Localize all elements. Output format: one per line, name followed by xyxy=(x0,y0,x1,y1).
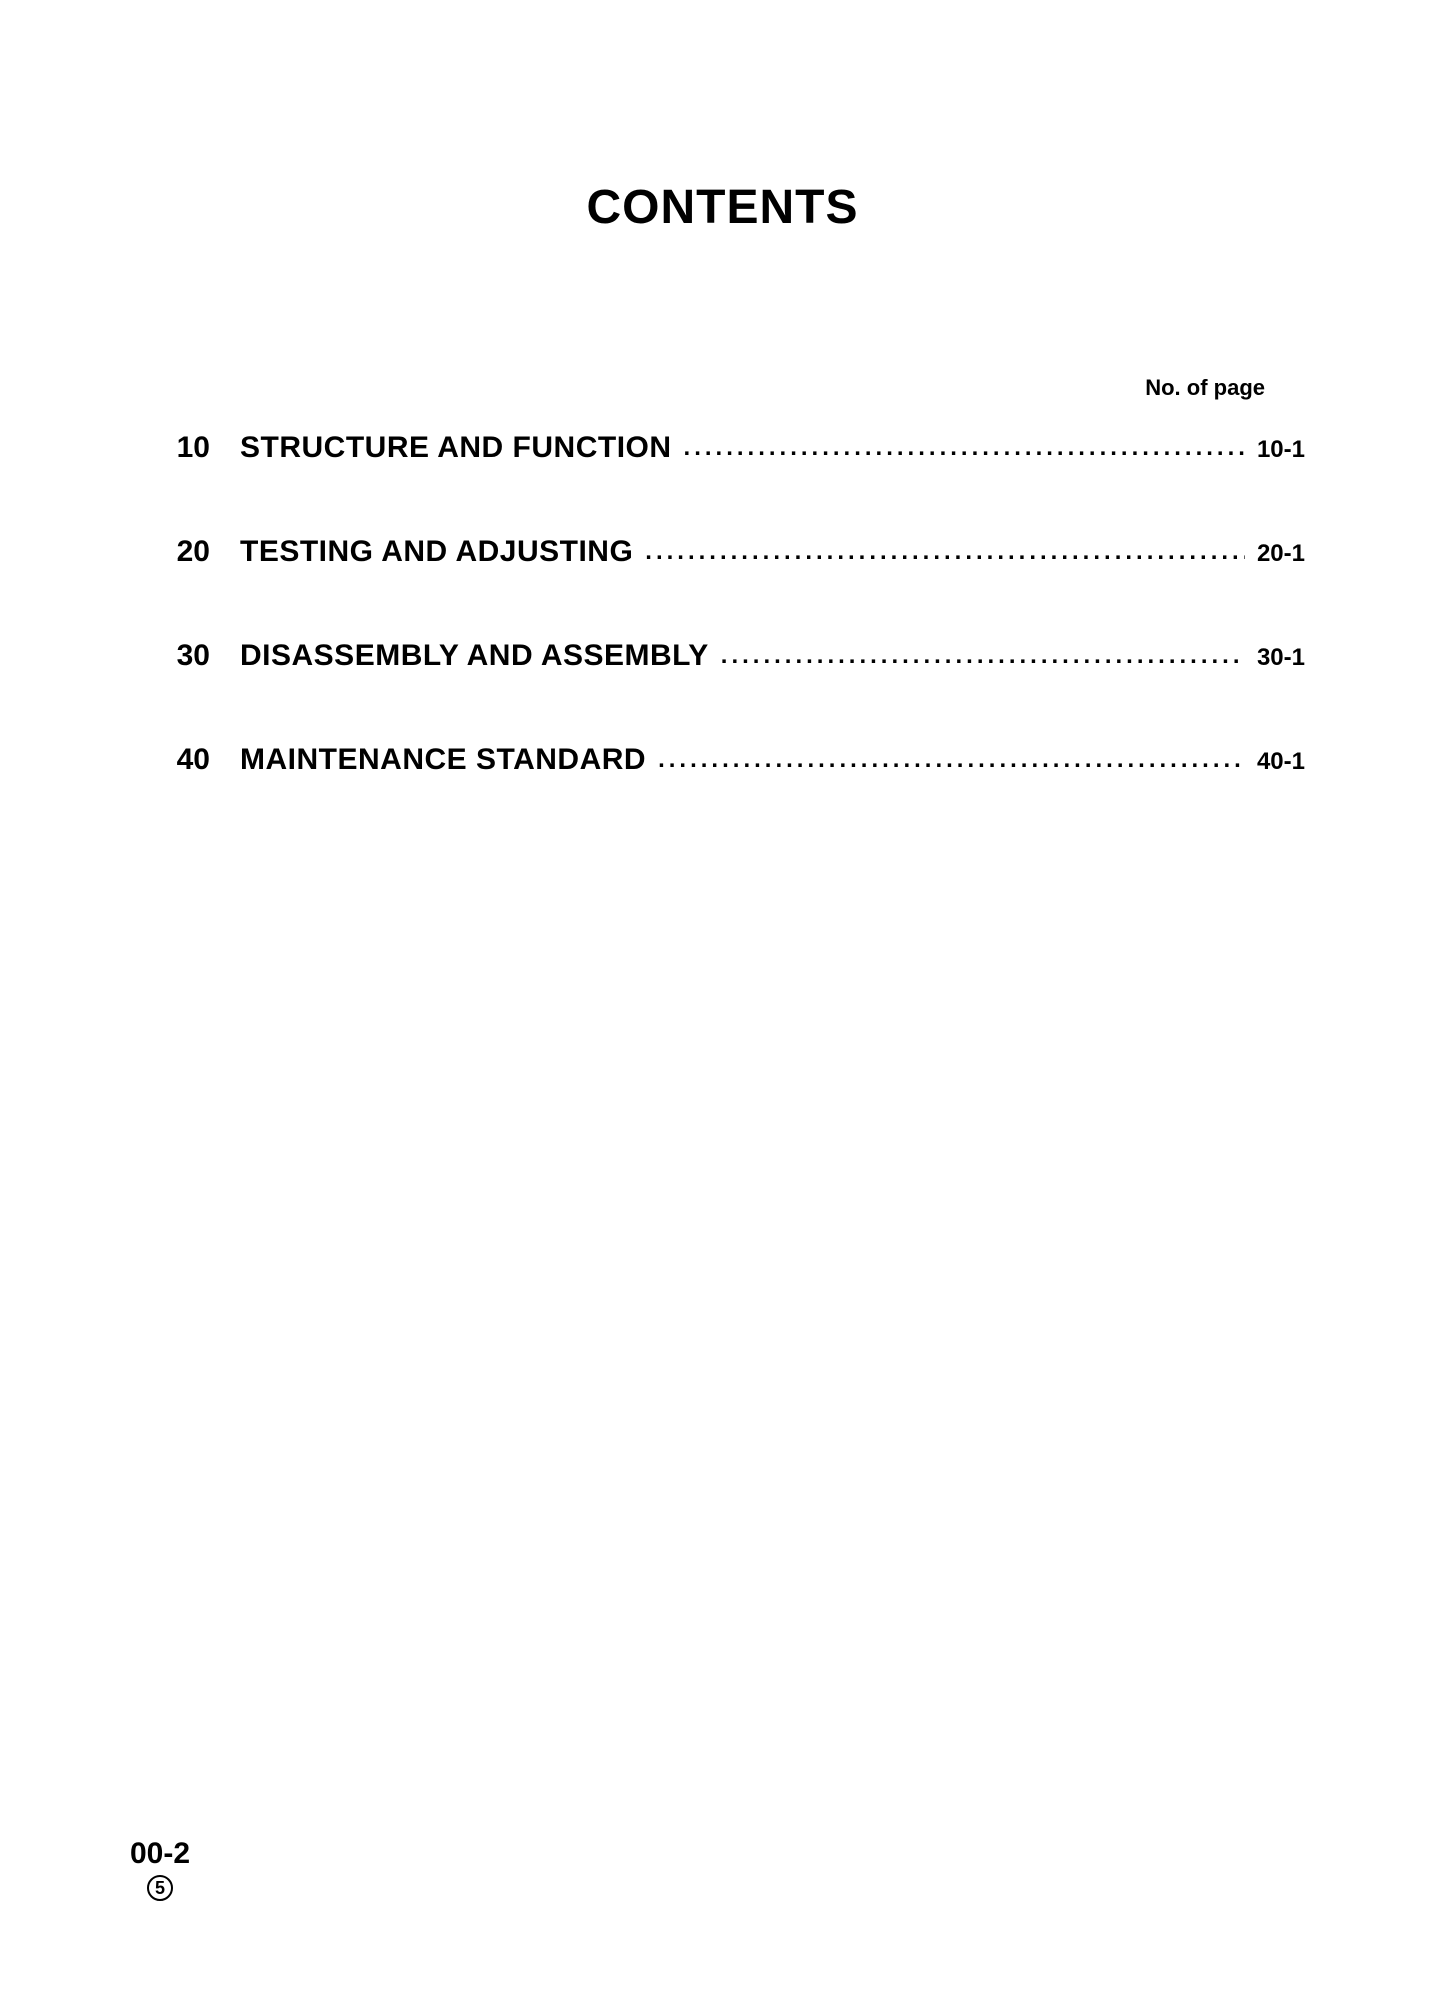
entry-number: 30 xyxy=(140,639,210,673)
page-footer: 00-2 5 xyxy=(130,1837,190,1901)
contents-title: CONTENTS xyxy=(140,180,1305,235)
toc-entry: 10 STRUCTURE AND FUNCTION 10-1 xyxy=(140,431,1305,465)
entry-number: 10 xyxy=(140,431,210,465)
toc-entry: 40 MAINTENANCE STANDARD 40-1 xyxy=(140,743,1305,777)
toc-entry: 30 DISASSEMBLY AND ASSEMBLY 30-1 xyxy=(140,639,1305,673)
entry-title: DISASSEMBLY AND ASSEMBLY xyxy=(240,639,709,673)
document-page: CONTENTS No. of page 10 STRUCTURE AND FU… xyxy=(0,0,1445,2011)
entry-number: 40 xyxy=(140,743,210,777)
leader-dots xyxy=(658,746,1245,774)
entry-page: 40-1 xyxy=(1257,748,1305,776)
footer-mark: 5 xyxy=(147,1875,173,1901)
entry-number: 20 xyxy=(140,535,210,569)
entry-page: 20-1 xyxy=(1257,540,1305,568)
page-header-label: No. of page xyxy=(140,375,1305,401)
footer-page-number: 00-2 xyxy=(130,1837,190,1871)
entry-title: MAINTENANCE STANDARD xyxy=(240,743,646,777)
leader-dots xyxy=(684,434,1245,462)
entry-page: 10-1 xyxy=(1257,436,1305,464)
toc-list: 10 STRUCTURE AND FUNCTION 10-1 20 TESTIN… xyxy=(140,431,1305,777)
entry-page: 30-1 xyxy=(1257,644,1305,672)
leader-dots xyxy=(645,538,1245,566)
entry-title: STRUCTURE AND FUNCTION xyxy=(240,431,672,465)
toc-entry: 20 TESTING AND ADJUSTING 20-1 xyxy=(140,535,1305,569)
leader-dots xyxy=(721,642,1245,670)
entry-title: TESTING AND ADJUSTING xyxy=(240,535,633,569)
